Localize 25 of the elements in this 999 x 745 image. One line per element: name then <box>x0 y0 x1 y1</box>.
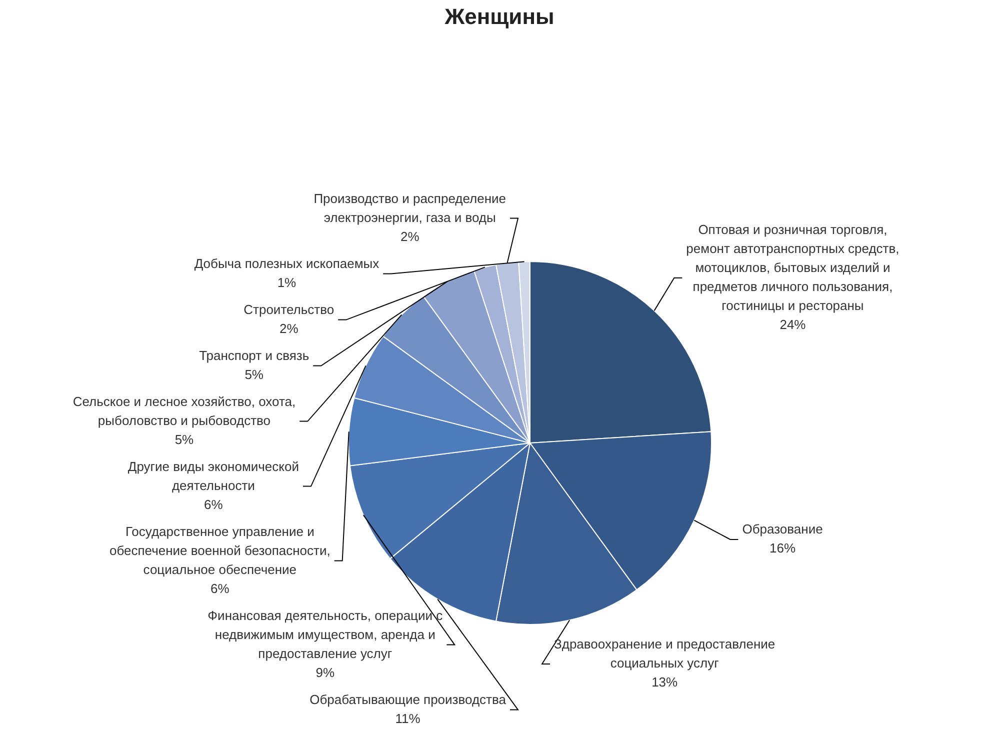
data-label: 2% <box>400 228 420 244</box>
slice-label: Образование <box>742 522 823 537</box>
slice-label: Добыча полезных ископаемых <box>194 256 380 271</box>
data-label: 9% <box>316 664 335 680</box>
data-label: 5% <box>174 432 194 447</box>
chart-title: Женщины <box>444 4 556 30</box>
data-label: 24% <box>780 316 806 332</box>
slice-label: Сельское и лесное хозяйство, охота, рыболовство и рыбоводство <box>72 394 296 428</box>
slice-label: Финансовая деятельность, операции с недвижимым имуществом, аренда и предоставление услуг <box>208 608 444 661</box>
data-label: 13% <box>652 674 678 690</box>
slice-label: Оптовая и розничная торговля, ремонт автотранспортных средств, мотоциклов, бытовых изделий и предметов личного пользования, гостиницы и рестораны <box>686 222 900 313</box>
slice-label: Транспорт и связь <box>199 348 310 363</box>
data-label: 5% <box>244 366 264 382</box>
data-label: 1% <box>277 274 297 290</box>
slice-label: Здравоохранение и предоставление социальных услуг <box>554 636 776 671</box>
data-label: 2% <box>279 320 299 336</box>
slice-label: Производство и распределение электроэнергии, газа и воды <box>314 190 506 225</box>
slice-label: Обрабатывающие производства <box>310 692 507 707</box>
slice-label: Государственное управление и обеспечение военной безопасности, социальное обеспечение <box>109 524 330 577</box>
data-label: 16% <box>770 540 796 556</box>
slice-label: Строительство <box>244 302 334 317</box>
data-label: 6% <box>204 496 224 512</box>
data-label: 6% <box>210 580 230 596</box>
data-label: 11% <box>395 710 421 726</box>
slice-label: Другие виды экономической деятельности <box>128 458 299 493</box>
